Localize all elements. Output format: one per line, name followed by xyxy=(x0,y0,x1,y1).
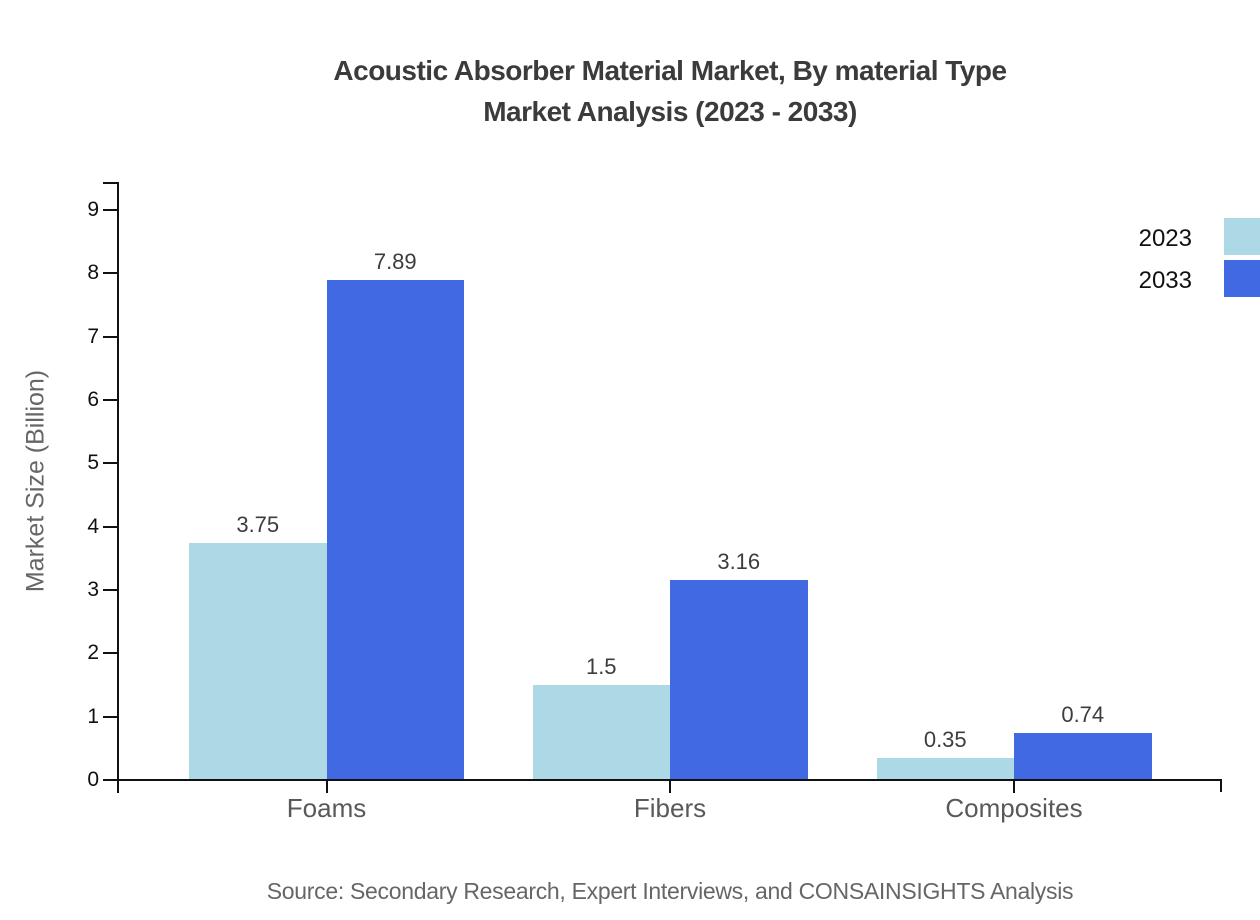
y-tick xyxy=(103,209,117,211)
y-tick-label: 0 xyxy=(87,768,99,791)
y-tick-label: 2 xyxy=(87,641,99,665)
bar-2033-foams xyxy=(326,280,464,780)
chart-title: Acoustic Absorber Material Market, By ma… xyxy=(170,50,1170,132)
source-note: Source: Secondary Research, Expert Inter… xyxy=(266,878,1074,904)
bar-value-label: 1.5 xyxy=(585,654,617,679)
y-tick xyxy=(103,272,117,275)
bar-value-label: 7.89 xyxy=(373,249,417,275)
x-category-label-fibers: Fibers xyxy=(633,793,707,823)
y-tick xyxy=(103,335,117,338)
y-tick xyxy=(103,779,117,781)
y-tick-label: 4 xyxy=(87,514,99,538)
y-tick-label: 7 xyxy=(87,324,99,348)
x-tick xyxy=(325,780,328,793)
chart-title-line2: Market Analysis (2023 - 2033) xyxy=(483,96,857,127)
bar-value-label: 3.75 xyxy=(236,511,280,537)
y-axis-line xyxy=(117,182,119,793)
x-category-label-foams: Foams xyxy=(286,793,367,823)
x-category-label-composites: Composites xyxy=(945,793,1083,823)
y-tick xyxy=(103,589,117,591)
y-tick-label: 1 xyxy=(87,704,99,728)
bar-2023-composites xyxy=(876,757,1014,780)
y-axis-end-cap xyxy=(103,182,118,184)
y-tick-label: 9 xyxy=(87,198,99,221)
y-tick xyxy=(103,652,117,655)
bar-value-label: 0.74 xyxy=(1061,702,1105,728)
bar-value-label: 3.16 xyxy=(717,548,761,574)
bar-2023-foams xyxy=(189,542,327,780)
x-tick xyxy=(1013,780,1015,793)
chart-title-line1: Acoustic Absorber Material Market, By ma… xyxy=(333,55,1007,86)
y-tick xyxy=(103,525,117,528)
legend-label-2023: 2023 xyxy=(1138,225,1192,252)
legend-label-2033: 2033 xyxy=(1138,267,1192,294)
y-tick-label: 5 xyxy=(87,451,99,475)
legend-swatch-2023 xyxy=(1224,218,1260,255)
legend-swatch-2033 xyxy=(1224,260,1260,297)
y-tick xyxy=(103,399,117,401)
y-tick-label: 8 xyxy=(87,261,99,285)
y-tick xyxy=(103,715,117,718)
y-tick xyxy=(103,462,117,465)
y-tick-label: 3 xyxy=(87,578,99,601)
y-tick-label: 6 xyxy=(87,388,99,411)
bar-2023-fibers xyxy=(532,685,670,780)
x-tick xyxy=(669,780,671,793)
bar-value-label: 0.35 xyxy=(923,726,967,752)
x-axis-end-cap xyxy=(1220,780,1222,792)
bar-2033-composites xyxy=(1014,733,1152,780)
bar-2033-fibers xyxy=(670,579,808,780)
